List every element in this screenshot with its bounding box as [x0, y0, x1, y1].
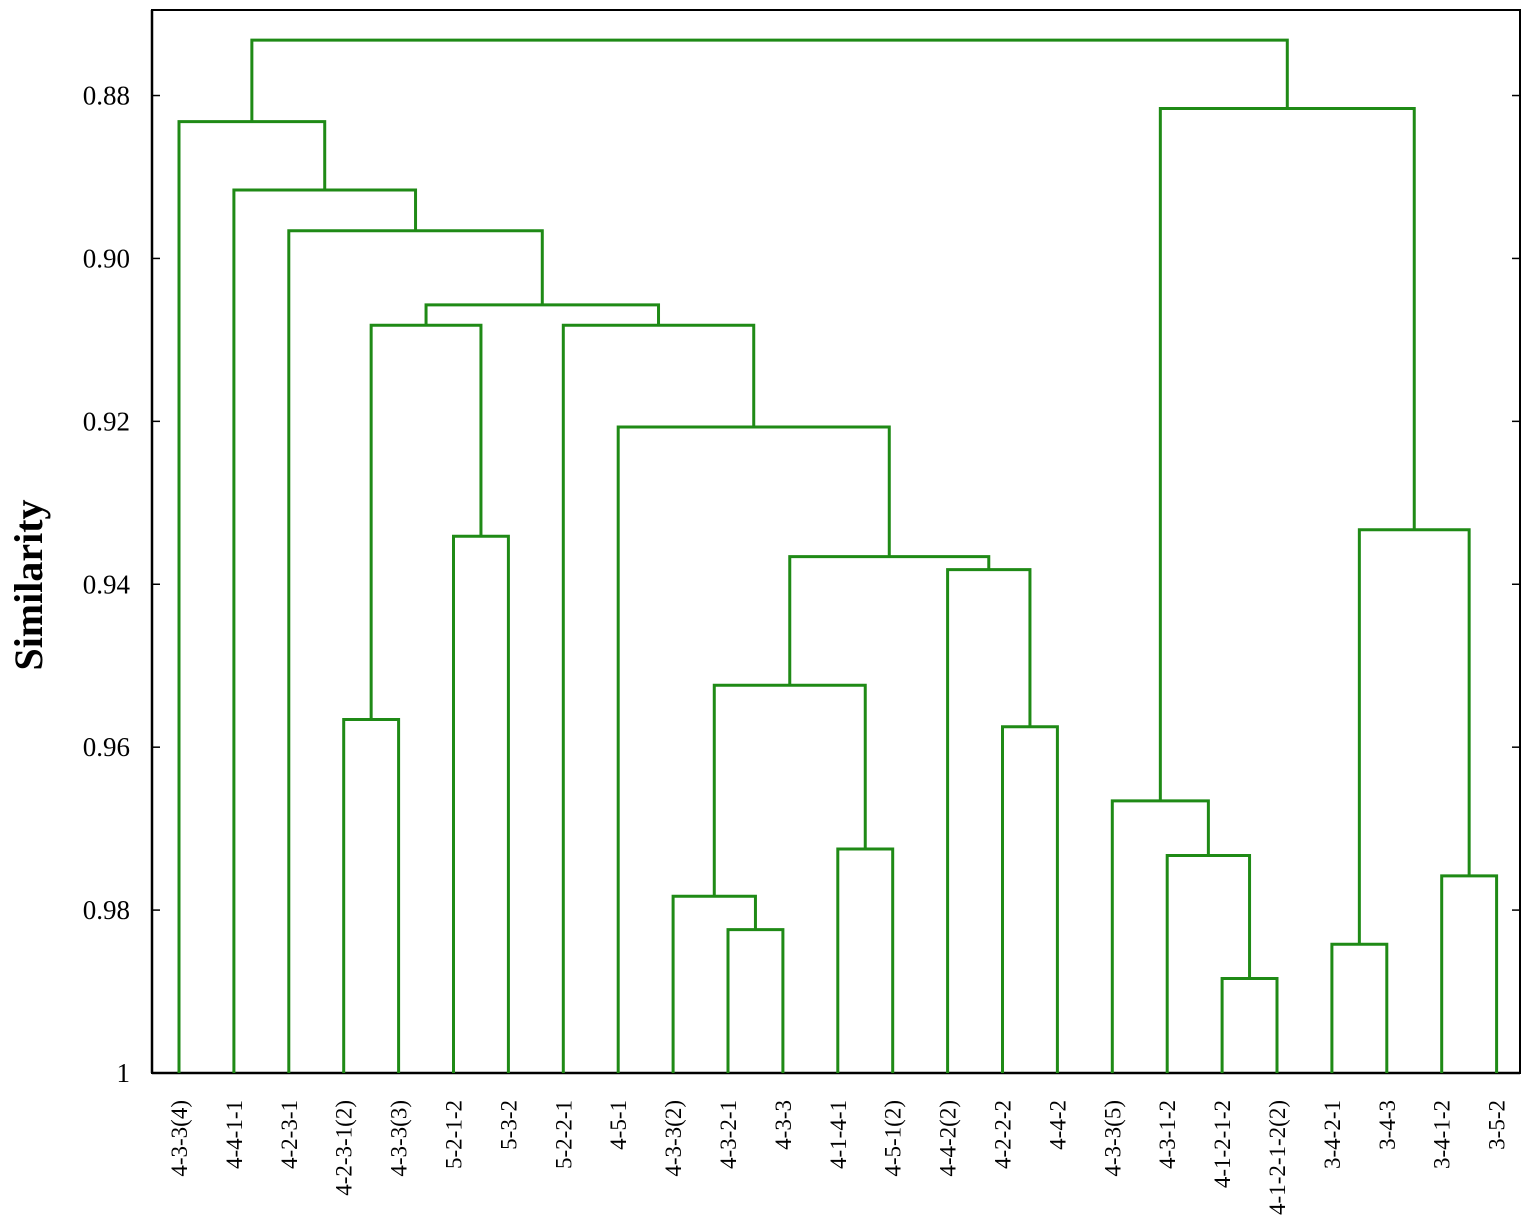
merge-link — [287, 229, 544, 1073]
leaf-label: 4-1-2-1-2 — [1210, 1100, 1235, 1188]
leaf-label: 4-1-2-1-2(2) — [1265, 1100, 1290, 1215]
leaf-label: 4-3-3(3) — [387, 1100, 412, 1177]
merge-link — [424, 303, 661, 326]
leaf-label: 4-5-1 — [606, 1100, 631, 1150]
y-tick-label: 0.92 — [83, 406, 130, 436]
leaf-label: 4-3-2-1 — [716, 1100, 741, 1169]
leaf-label: 4-3-1-2 — [1155, 1100, 1180, 1169]
leaf-label: 4-3-3 — [771, 1100, 796, 1150]
merge-link — [452, 534, 510, 1073]
merge-link — [561, 323, 756, 1073]
plot-frame — [151, 9, 1521, 1074]
leaf-label: 4-4-2 — [1045, 1100, 1070, 1150]
merge-link — [616, 425, 891, 1073]
merge-link — [671, 894, 757, 1073]
leaf-label: 5-2-2-1 — [551, 1100, 576, 1169]
merge-link — [1165, 854, 1252, 1073]
merge-link — [177, 120, 327, 1073]
leaf-label: 4-3-3(5) — [1100, 1100, 1125, 1177]
leaf-label: 4-1-4-1 — [826, 1100, 851, 1169]
y-ticks: 0.88 0.90 0.92 0.94 0.96 0.98 1 — [83, 81, 1520, 1088]
merge-link — [1110, 799, 1210, 1073]
y-tick-label: 0.98 — [83, 895, 130, 925]
y-tick-label: 0.88 — [83, 81, 130, 111]
y-axis-title: Similarity — [6, 499, 51, 670]
leaf-label: 4-5-1(2) — [881, 1100, 906, 1177]
merge-link — [1357, 528, 1471, 945]
merge-link — [1001, 725, 1059, 1073]
leaf-label: 3-5-2 — [1485, 1100, 1510, 1150]
leaf-label: 3-4-2-1 — [1320, 1100, 1345, 1169]
y-tick-label: 0.90 — [83, 243, 130, 273]
merge-link — [232, 188, 418, 1073]
merge-link — [250, 38, 1289, 122]
leaf-label: 4-4-2(2) — [936, 1100, 961, 1177]
y-tick-label: 1 — [117, 1058, 131, 1088]
y-tick-label: 0.94 — [83, 569, 131, 599]
leaf-labels: 4-3-3(4) 4-4-1-1 4-2-3-1 4-2-3-1(2) 4-3-3(3)… — [167, 1100, 1510, 1215]
merge-link — [836, 847, 895, 1073]
merge-link — [946, 568, 1032, 1073]
leaf-label: 5-3-2 — [496, 1100, 521, 1150]
y-tick-label: 0.96 — [83, 732, 130, 762]
merge-link — [712, 683, 867, 897]
leaf-label: 4-4-1-1 — [222, 1100, 247, 1169]
merge-link — [726, 928, 785, 1073]
merge-link — [369, 323, 483, 720]
merge-link — [1330, 942, 1389, 1073]
leaf-label: 4-3-3(4) — [167, 1100, 192, 1177]
leaf-label: 4-2-2-2 — [991, 1100, 1016, 1169]
merge-link — [342, 717, 401, 1073]
leaf-label: 4-2-3-1 — [277, 1100, 302, 1169]
merge-link — [1440, 874, 1499, 1073]
merge-link — [1158, 107, 1416, 801]
dendrogram-links — [177, 38, 1499, 1073]
leaf-label: 5-2-1-2 — [442, 1100, 467, 1169]
merge-link — [1220, 977, 1279, 1073]
leaf-label: 3-4-1-2 — [1430, 1100, 1455, 1169]
leaf-label: 3-4-3 — [1375, 1100, 1400, 1150]
leaf-label: 4-2-3-1(2) — [332, 1100, 357, 1196]
merge-link — [788, 555, 991, 686]
leaf-label: 4-3-3(2) — [661, 1100, 686, 1177]
